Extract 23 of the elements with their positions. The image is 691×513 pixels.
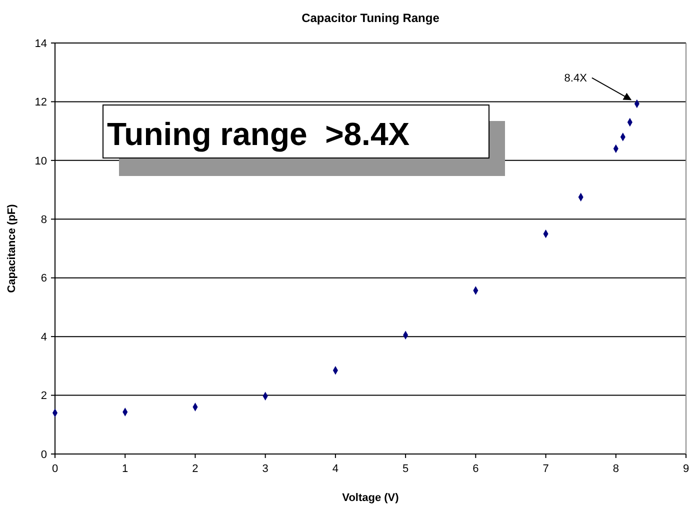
y-tick-label: 2	[40, 390, 47, 402]
y-tick-label: 14	[34, 38, 47, 50]
x-tick-label: 3	[262, 463, 268, 475]
x-tick-label: 4	[332, 463, 339, 475]
y-tick-label: 0	[40, 448, 47, 461]
x-tick-label: 6	[472, 463, 479, 475]
y-tick-label: 4	[40, 331, 47, 344]
x-tick-label: 8	[612, 463, 619, 475]
x-tick-label: 7	[542, 463, 549, 475]
chart-title: Capacitor Tuning Range	[302, 11, 440, 25]
y-tick-label: 8	[40, 214, 47, 226]
annotation: Tuning range >8.4X	[107, 116, 410, 152]
y-tick-label: 12	[34, 96, 47, 109]
annotation: 8.4X	[564, 72, 588, 85]
x-tick-label: 1	[122, 463, 128, 475]
x-tick-label: 2	[192, 463, 198, 475]
y-tick-label: 10	[34, 155, 47, 168]
x-tick-label: 5	[402, 463, 409, 475]
x-axis-title: Voltage (V)	[342, 492, 400, 504]
y-tick-label: 6	[40, 272, 47, 285]
x-tick-label: 0	[52, 463, 58, 475]
x-tick-label: 9	[682, 463, 690, 475]
y-axis-title: Capacitance (pF)	[6, 204, 18, 293]
